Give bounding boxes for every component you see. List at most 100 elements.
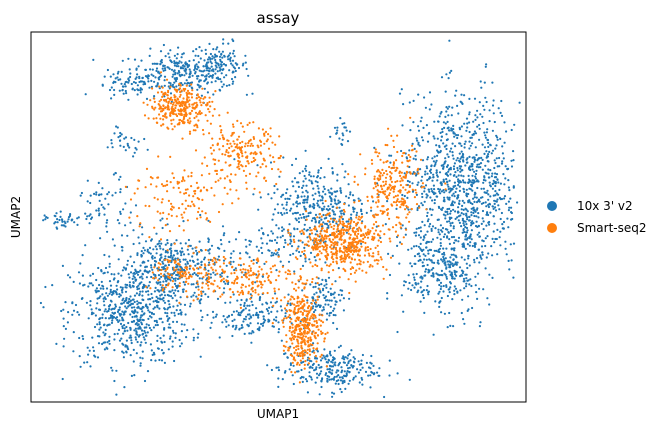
data-point bbox=[304, 207, 307, 210]
data-point bbox=[54, 215, 57, 218]
data-point bbox=[236, 299, 239, 302]
data-point bbox=[190, 86, 193, 89]
data-point bbox=[185, 72, 188, 75]
data-point bbox=[245, 156, 248, 159]
data-point bbox=[126, 329, 129, 332]
data-point bbox=[209, 74, 212, 77]
data-point bbox=[78, 336, 81, 340]
data-point bbox=[248, 243, 251, 246]
data-point bbox=[369, 386, 372, 389]
data-point bbox=[445, 110, 448, 113]
data-point bbox=[305, 282, 308, 285]
data-point bbox=[462, 280, 465, 283]
data-point bbox=[114, 290, 117, 293]
data-point bbox=[494, 206, 497, 209]
data-point bbox=[232, 260, 235, 263]
data-point bbox=[449, 224, 452, 227]
data-point bbox=[98, 323, 101, 326]
data-point bbox=[167, 263, 170, 267]
data-point bbox=[343, 202, 346, 206]
data-point bbox=[462, 175, 465, 178]
data-point bbox=[415, 150, 418, 153]
data-point bbox=[309, 175, 313, 178]
data-point bbox=[413, 231, 416, 234]
data-point bbox=[71, 218, 74, 221]
data-point bbox=[448, 105, 451, 108]
data-point bbox=[466, 126, 469, 129]
data-point bbox=[413, 255, 417, 258]
data-point bbox=[502, 157, 505, 160]
data-point bbox=[465, 282, 468, 285]
data-point bbox=[381, 205, 384, 208]
data-point bbox=[129, 75, 132, 79]
data-point bbox=[409, 155, 412, 159]
data-point bbox=[153, 62, 156, 65]
data-point bbox=[485, 63, 488, 66]
data-point bbox=[466, 218, 469, 221]
data-point bbox=[171, 105, 174, 108]
data-point bbox=[239, 252, 242, 255]
data-point bbox=[267, 193, 270, 196]
data-point bbox=[122, 356, 125, 359]
data-point bbox=[133, 138, 136, 141]
data-point bbox=[333, 244, 336, 247]
data-point bbox=[271, 232, 274, 235]
data-point bbox=[370, 238, 374, 241]
data-point bbox=[151, 257, 154, 260]
data-point bbox=[127, 78, 130, 81]
data-point bbox=[139, 362, 142, 365]
data-point bbox=[361, 353, 364, 357]
data-point bbox=[487, 198, 490, 201]
data-point bbox=[424, 270, 427, 273]
data-point bbox=[498, 156, 501, 160]
data-point bbox=[212, 316, 215, 319]
data-point bbox=[421, 195, 424, 199]
data-point bbox=[165, 283, 168, 287]
data-point bbox=[427, 290, 430, 293]
data-point bbox=[147, 293, 150, 296]
data-point bbox=[132, 281, 135, 284]
data-point bbox=[181, 83, 184, 86]
data-point bbox=[385, 268, 388, 271]
data-point bbox=[104, 328, 107, 331]
data-point bbox=[183, 110, 186, 113]
data-point bbox=[392, 139, 395, 142]
data-point bbox=[191, 259, 194, 262]
data-point bbox=[165, 280, 168, 283]
data-point bbox=[181, 121, 185, 124]
data-point bbox=[222, 145, 225, 148]
data-point bbox=[222, 234, 225, 237]
data-point bbox=[320, 283, 323, 286]
data-point bbox=[376, 196, 379, 199]
data-point bbox=[390, 176, 393, 179]
data-point bbox=[358, 226, 361, 229]
data-point bbox=[198, 80, 201, 83]
data-point bbox=[512, 186, 515, 189]
data-point bbox=[299, 254, 302, 257]
data-point bbox=[501, 145, 504, 148]
data-point bbox=[496, 198, 499, 201]
data-point bbox=[436, 236, 439, 239]
data-point bbox=[463, 146, 466, 149]
data-point bbox=[317, 374, 321, 377]
data-point bbox=[451, 194, 454, 197]
data-point bbox=[431, 261, 434, 264]
data-point bbox=[56, 218, 59, 221]
data-point bbox=[424, 106, 427, 109]
data-point bbox=[244, 318, 247, 321]
data-point bbox=[427, 188, 430, 191]
data-point bbox=[255, 261, 258, 264]
data-point bbox=[445, 178, 448, 181]
data-point bbox=[330, 299, 333, 302]
data-point bbox=[88, 214, 91, 217]
data-point bbox=[143, 326, 146, 329]
data-point bbox=[263, 262, 266, 265]
data-point bbox=[437, 262, 440, 265]
data-point bbox=[417, 129, 421, 132]
data-point bbox=[117, 258, 120, 261]
data-point bbox=[230, 145, 233, 148]
data-point bbox=[270, 254, 273, 257]
data-point bbox=[442, 284, 445, 288]
data-point bbox=[482, 181, 485, 184]
data-point bbox=[239, 141, 242, 145]
